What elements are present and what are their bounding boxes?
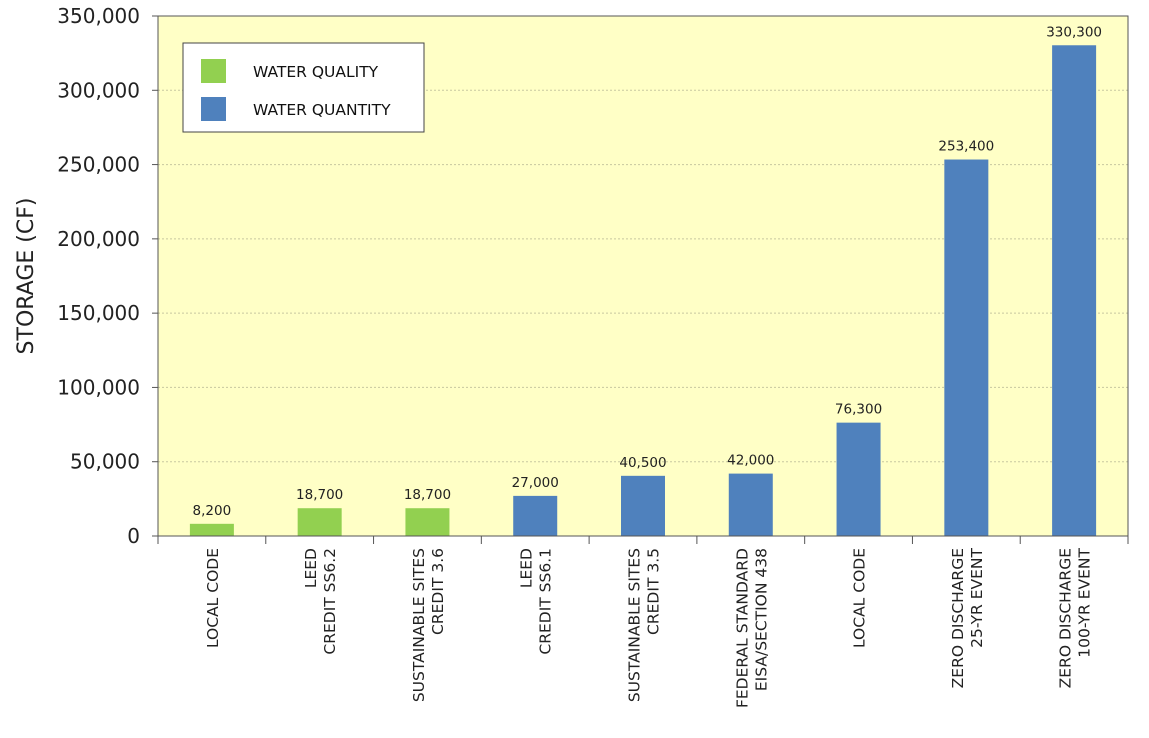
- data-label: 42,000: [727, 453, 774, 469]
- category-labels: LOCAL CODE LEED CREDIT SS6.2 SUSTAINABLE SI…: [204, 547, 1094, 708]
- category-label-line: FEDERAL STANDARD: [733, 548, 751, 708]
- y-tick-label: 250,000: [57, 153, 140, 177]
- category-label-line: LEED: [302, 548, 320, 588]
- bar: [405, 508, 450, 536]
- category-label-line: LOCAL CODE: [851, 548, 869, 648]
- legend-entry: WATER QUALITY: [253, 63, 379, 81]
- category-label: SUSTAINABLE SITES CREDIT 3.5: [626, 548, 663, 702]
- y-axis-title: STORAGE (CF): [14, 198, 39, 355]
- category-label: LEED CREDIT SS6.2: [302, 548, 339, 655]
- y-tick-label: 300,000: [57, 78, 140, 102]
- data-label: 253,400: [938, 139, 994, 155]
- category-label-line: ZERO DISCHARGE: [1057, 548, 1075, 688]
- plot-border: [157, 15, 1129, 537]
- bars: 8,200 18,700 18,700 27,000 40,500 42,000 76,30…: [189, 24, 1102, 537]
- category-label-line: SUSTAINABLE SITES: [626, 548, 644, 702]
- category-label: ZERO DISCHARGE 100-YR EVENT: [1057, 547, 1094, 688]
- category-label-line: EISA/SECTION 438: [752, 548, 770, 691]
- category-label-line: LEED: [518, 548, 536, 588]
- category-label: LOCAL CODE: [851, 548, 869, 648]
- y-tick-label: 350,000: [57, 4, 140, 28]
- y-tick-label: 150,000: [57, 301, 140, 325]
- data-label: 27,000: [512, 475, 559, 491]
- category-label-line: LOCAL CODE: [204, 548, 222, 648]
- bar: [621, 475, 665, 536]
- bar: [836, 422, 881, 536]
- bar: [297, 508, 342, 536]
- category-label: LEED CREDIT SS6.1: [518, 548, 555, 655]
- data-label: 40,500: [619, 455, 666, 471]
- category-label-line: CREDIT SS6.2: [321, 548, 339, 655]
- bar: [728, 473, 773, 536]
- axes: [152, 15, 1129, 544]
- category-label: LOCAL CODE: [204, 548, 222, 648]
- y-tick-label: 100,000: [57, 375, 140, 399]
- bar: [513, 495, 558, 536]
- data-label: 18,700: [296, 487, 343, 503]
- legend-swatch: [201, 97, 226, 121]
- category-label-line: 25-YR EVENT: [968, 547, 986, 647]
- category-label-line: 100-YR EVENT: [1076, 547, 1094, 657]
- category-label: ZERO DISCHARGE 25-YR EVENT: [949, 547, 986, 688]
- y-tick-label: 0: [127, 524, 140, 548]
- bar: [1052, 45, 1097, 537]
- data-label: 330,300: [1046, 24, 1102, 40]
- category-label: SUSTAINABLE SITES CREDIT 3.6: [410, 548, 447, 702]
- bar: [944, 159, 989, 536]
- bar: [189, 523, 234, 536]
- legend-entry: WATER QUANTITY: [253, 101, 391, 119]
- category-label-line: SUSTAINABLE SITES: [410, 548, 428, 702]
- category-label-line: CREDIT SS6.1: [537, 548, 555, 655]
- category-label-line: ZERO DISCHARGE: [949, 548, 967, 688]
- legend-swatch: [201, 59, 226, 83]
- category-label-line: CREDIT 3.5: [645, 548, 663, 635]
- y-tick-labels: 0 50,000 100,000 150,000 200,000 250,000 300,0…: [57, 4, 140, 548]
- y-tick-label: 50,000: [70, 450, 140, 474]
- data-label: 8,200: [193, 503, 232, 519]
- legend: WATER QUALITY WATER QUANTITY: [182, 42, 425, 133]
- y-tick-label: 200,000: [57, 227, 140, 251]
- data-label: 18,700: [404, 487, 451, 503]
- category-label: FEDERAL STANDARD EISA/SECTION 438: [733, 548, 770, 708]
- category-label-line: CREDIT 3.6: [429, 548, 447, 635]
- data-label: 76,300: [835, 402, 882, 418]
